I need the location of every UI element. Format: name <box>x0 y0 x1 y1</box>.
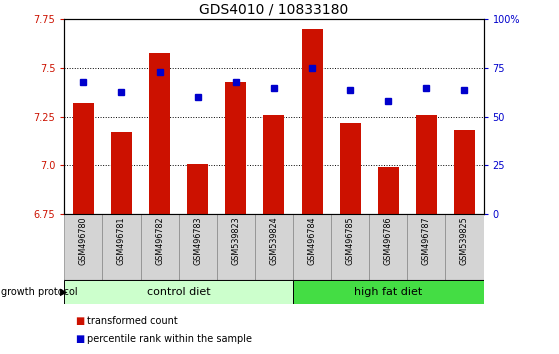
Bar <box>187 164 208 214</box>
Bar <box>446 214 484 280</box>
Title: GDS4010 / 10833180: GDS4010 / 10833180 <box>200 3 348 17</box>
Bar <box>454 131 475 214</box>
Text: ■: ■ <box>75 334 85 344</box>
Bar <box>140 214 179 280</box>
Text: ■: ■ <box>75 316 85 326</box>
Bar <box>369 214 408 280</box>
Text: control diet: control diet <box>147 287 210 297</box>
Text: GSM496786: GSM496786 <box>383 216 393 265</box>
Bar <box>64 280 293 304</box>
Bar <box>331 214 369 280</box>
Bar <box>408 214 446 280</box>
Bar <box>217 214 255 280</box>
Text: GSM539824: GSM539824 <box>269 216 278 265</box>
Bar <box>378 167 399 214</box>
Text: GSM496780: GSM496780 <box>79 216 88 265</box>
Text: GSM496782: GSM496782 <box>155 216 164 265</box>
Text: ▶: ▶ <box>60 287 68 297</box>
Text: GSM496783: GSM496783 <box>193 216 202 265</box>
Bar <box>73 103 94 214</box>
Bar <box>149 53 170 214</box>
Bar <box>301 29 323 214</box>
Bar <box>111 132 132 214</box>
Bar <box>293 214 331 280</box>
Bar <box>102 214 140 280</box>
Text: GSM539825: GSM539825 <box>460 216 469 265</box>
Bar <box>416 115 437 214</box>
Text: GSM496784: GSM496784 <box>307 216 316 265</box>
Bar <box>340 123 361 214</box>
Text: growth protocol: growth protocol <box>1 287 78 297</box>
Text: GSM496785: GSM496785 <box>345 216 354 265</box>
Bar <box>225 82 247 214</box>
Text: percentile rank within the sample: percentile rank within the sample <box>87 334 252 344</box>
Bar <box>255 214 293 280</box>
Text: high fat diet: high fat diet <box>354 287 423 297</box>
Bar <box>179 214 217 280</box>
Text: GSM496787: GSM496787 <box>422 216 431 265</box>
Bar <box>64 214 102 280</box>
Text: GSM496781: GSM496781 <box>117 216 126 265</box>
Bar <box>263 115 285 214</box>
Text: transformed count: transformed count <box>87 316 177 326</box>
Text: GSM539823: GSM539823 <box>231 216 240 265</box>
Bar <box>293 280 484 304</box>
